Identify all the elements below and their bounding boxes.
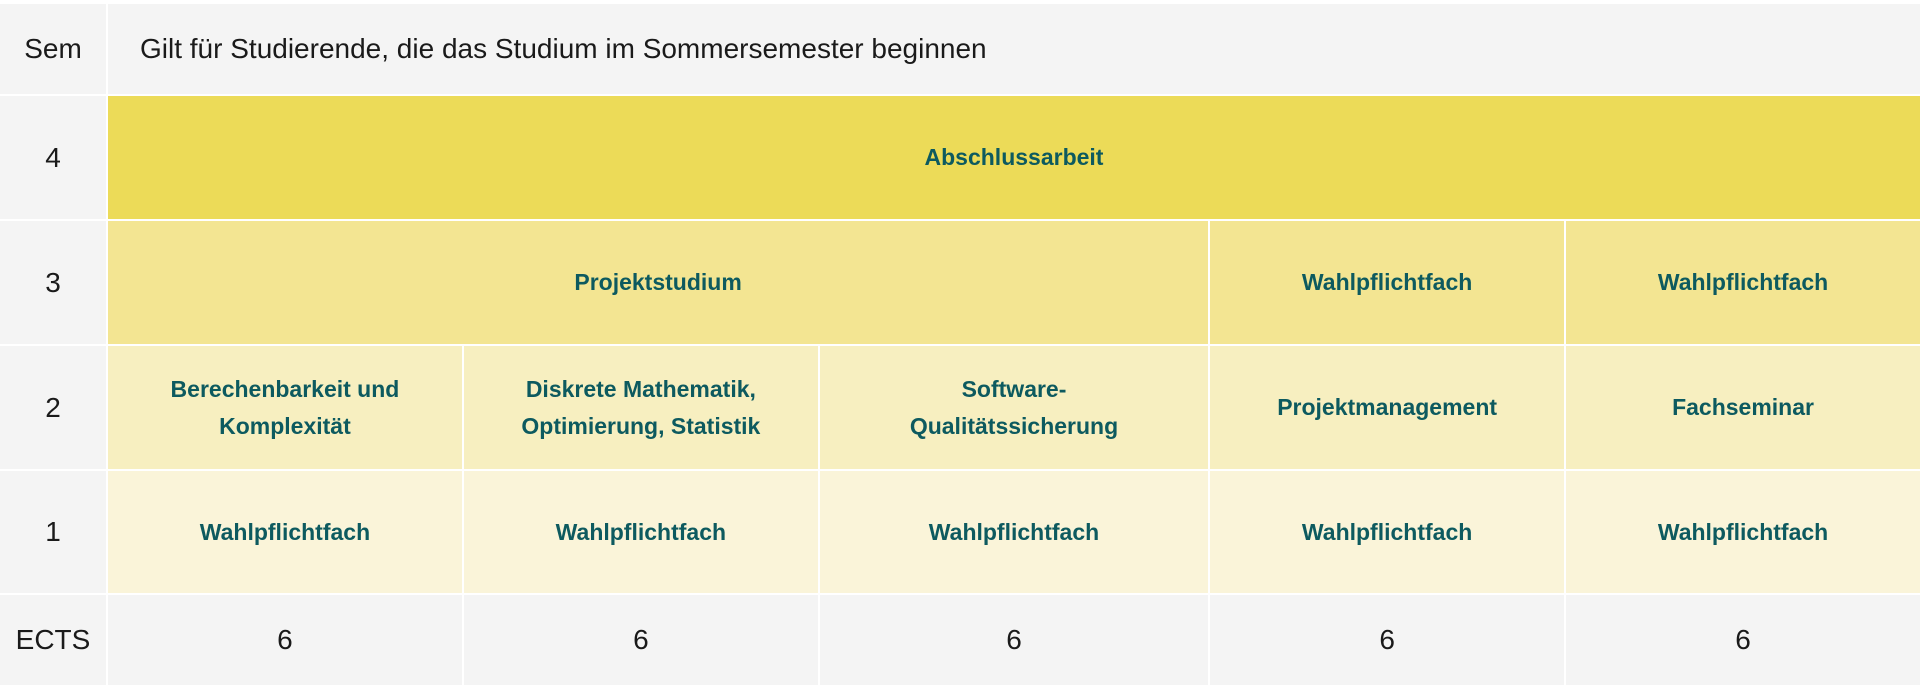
ects-value: 6 bbox=[1566, 595, 1920, 685]
sem-header: Sem bbox=[0, 4, 106, 94]
ects-value: 6 bbox=[463, 595, 818, 685]
module-fachseminar: Fachseminar bbox=[1566, 346, 1920, 469]
module-berechenbarkeit: Berechenbarkeit und Komplexität bbox=[108, 346, 462, 469]
module-abschlussarbeit: Abschlussarbeit bbox=[108, 96, 1920, 219]
semester-2-label: 2 bbox=[0, 346, 106, 469]
ects-value: 6 bbox=[819, 595, 1209, 685]
semester-4-label: 4 bbox=[0, 96, 106, 219]
module-wahlpflichtfach: Wahlpflichtfach bbox=[1566, 471, 1920, 593]
semester-3-label: 3 bbox=[0, 221, 106, 344]
module-software-qualitaetssicherung: Software-Qualitätssicherung bbox=[819, 346, 1209, 469]
module-wahlpflichtfach: Wahlpflichtfach bbox=[1566, 221, 1920, 344]
ects-value: 6 bbox=[108, 595, 462, 685]
table-title: Gilt für Studierende, die das Studium im… bbox=[108, 4, 1920, 94]
ects-label: ECTS bbox=[0, 595, 106, 685]
module-wahlpflichtfach: Wahlpflichtfach bbox=[108, 471, 462, 593]
module-wahlpflichtfach: Wahlpflichtfach bbox=[819, 471, 1209, 593]
module-wahlpflichtfach: Wahlpflichtfach bbox=[1210, 471, 1565, 593]
module-projektstudium: Projektstudium bbox=[108, 221, 1209, 344]
ects-value: 6 bbox=[1210, 595, 1565, 685]
module-wahlpflichtfach: Wahlpflichtfach bbox=[463, 471, 818, 593]
module-wahlpflichtfach: Wahlpflichtfach bbox=[1210, 221, 1565, 344]
semester-1-label: 1 bbox=[0, 471, 106, 593]
module-diskrete-mathematik: Diskrete Mathematik, Optimierung, Statis… bbox=[463, 346, 818, 469]
module-projektmanagement: Projektmanagement bbox=[1210, 346, 1565, 469]
